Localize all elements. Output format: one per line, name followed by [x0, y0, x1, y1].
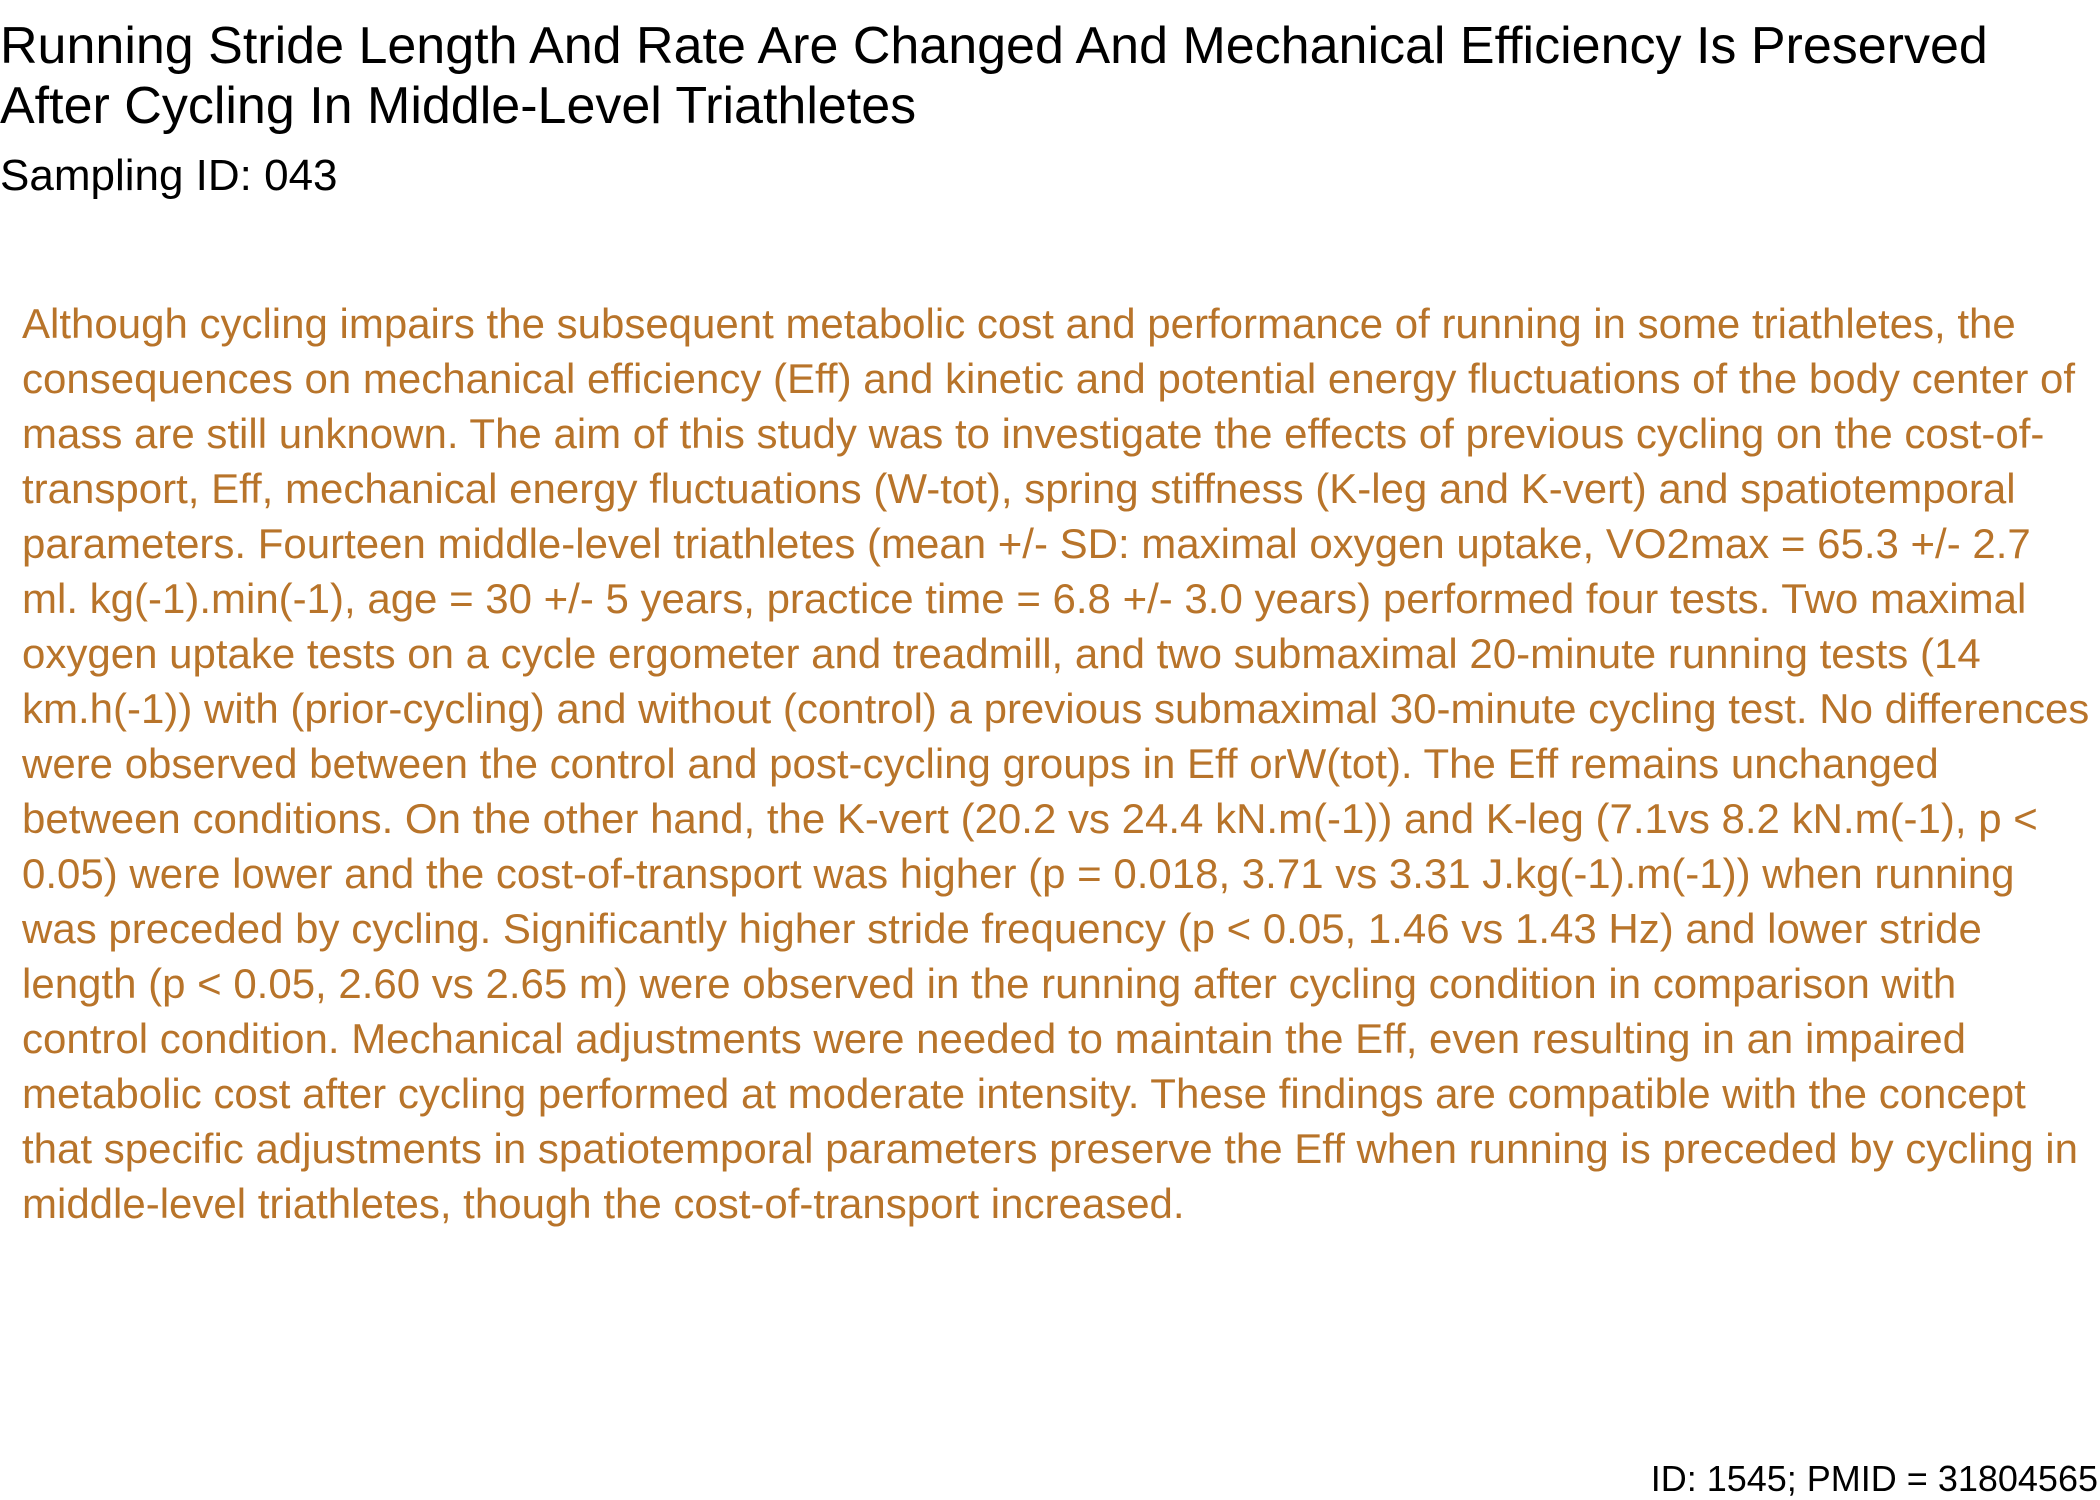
sampling-id: Sampling ID: 043: [0, 150, 338, 202]
footer-id: ID: 1545; PMID = 31804565: [1651, 1458, 2098, 1500]
abstract-text: Although cycling impairs the subsequent …: [22, 296, 2092, 1231]
document-title: Running Stride Length And Rate Are Chang…: [0, 16, 2060, 136]
